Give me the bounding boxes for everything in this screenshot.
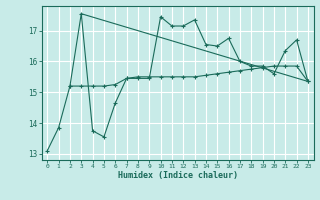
X-axis label: Humidex (Indice chaleur): Humidex (Indice chaleur) bbox=[118, 171, 237, 180]
